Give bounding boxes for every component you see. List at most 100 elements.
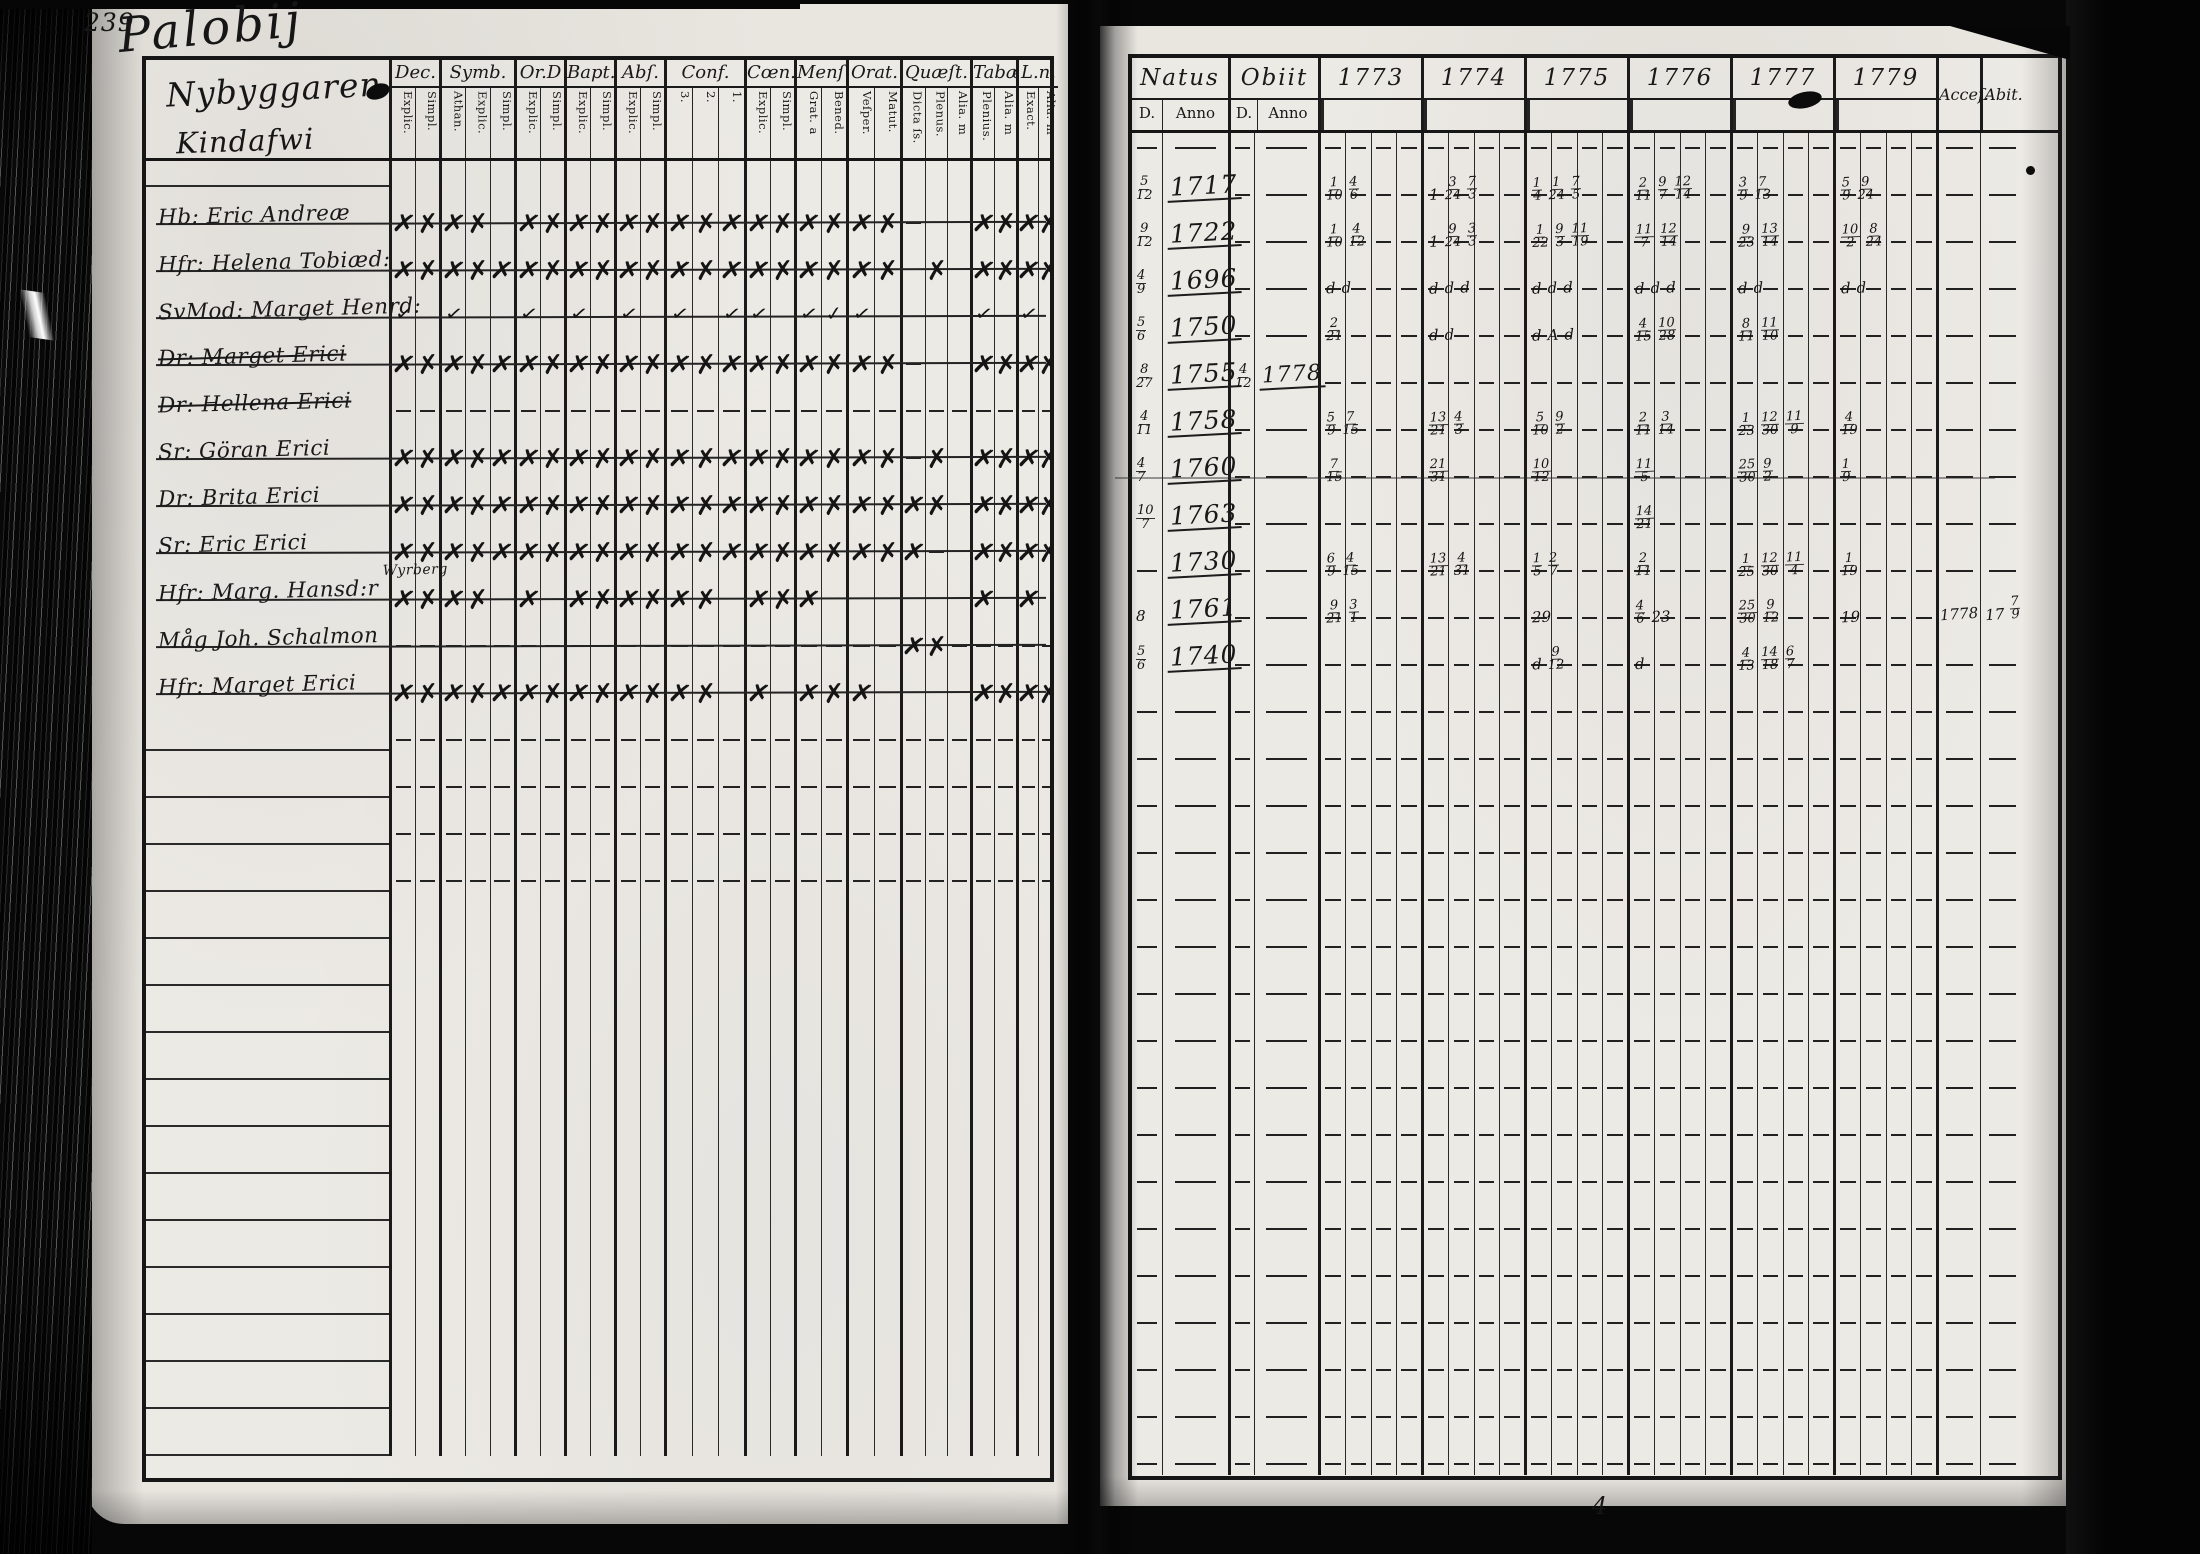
year-subcell: [1630, 300, 1654, 347]
cross-mark: ✗: [539, 536, 566, 569]
date-fraction: 10 2: [1840, 222, 1860, 251]
marks-group: [900, 751, 970, 798]
natus-day-cell: 8 27: [1132, 347, 1162, 394]
mark-cell: ✗: [923, 422, 950, 474]
cross-mark: ✗: [589, 677, 616, 710]
mark-cell: ✗: [615, 187, 642, 240]
year-subcell: [1757, 1005, 1782, 1052]
mark-cell: ✗: [489, 234, 516, 286]
natus-year-cell: 1760: [1162, 441, 1242, 488]
year-cells-1775: 1 22 9 3 11 19: [1524, 206, 1627, 253]
mark-cell: [874, 892, 900, 939]
marks-group: [389, 1362, 439, 1409]
person-name: Hfr: Marget Erici: [157, 670, 357, 701]
year-cells-1775: [1524, 911, 1627, 958]
mark-cell: ✗: [666, 422, 693, 475]
cross-mark: ✗: [847, 536, 876, 569]
mark-cell: [1019, 986, 1038, 1033]
year-subcell: [1733, 629, 1757, 676]
year-subcell: [1473, 1146, 1499, 1193]
obiit-year-cell: [1254, 206, 1318, 253]
fraction-denominator: 12: [1235, 375, 1252, 391]
cross-mark: ✗: [389, 677, 418, 710]
year-subcell: [1424, 1240, 1448, 1287]
marks-group: ✗ ✗ ✗: [664, 422, 745, 475]
natus-year-cell: 1722: [1162, 206, 1242, 253]
year-subcell: [1473, 1287, 1499, 1334]
year-subcell: [1473, 1052, 1499, 1099]
year-cells-1775: [1524, 1146, 1627, 1193]
year-subcell: [1757, 817, 1782, 864]
year-subcell: [1551, 253, 1576, 300]
empty-table-row: [146, 845, 1050, 892]
marks-group: [514, 986, 564, 1033]
year-subcell: [1733, 1381, 1757, 1428]
year-subcell: [1395, 1334, 1421, 1381]
mark-cell: ✗: [970, 563, 997, 616]
mark-cell: ✗: [992, 187, 1019, 239]
cross-mark: ✗: [847, 348, 876, 381]
year-subcell: [1551, 1287, 1576, 1334]
column-group-label: Menſ.: [797, 60, 846, 88]
mark-cell: [947, 798, 970, 845]
cross-mark: ✗: [847, 442, 876, 475]
mark-cell: [1019, 1080, 1038, 1127]
year-subcell: [1576, 1334, 1602, 1381]
year-cells-1777: [1730, 1381, 1833, 1428]
cross-mark: ✗: [389, 489, 418, 522]
year-cells-1777: 25 30 9 2: [1730, 441, 1833, 488]
year-subcell: [1473, 1005, 1499, 1052]
year-subcell: [1527, 394, 1551, 441]
year-subcell: [1551, 1005, 1576, 1052]
marks-group: [1016, 798, 1050, 845]
fraction-denominator: 9: [1326, 423, 1336, 440]
marks-group: ✗ ✗ ✗: [439, 234, 516, 286]
cross-mark: ✗: [744, 677, 773, 710]
obiit-year-cell: [1254, 441, 1318, 488]
person-name: Måg Joh. Schalmon: [157, 623, 379, 654]
year-subcell: [1601, 347, 1627, 394]
cross-mark: ✗: [665, 442, 694, 475]
year-subcell: [1448, 1428, 1473, 1475]
year-subcell: [1527, 1334, 1551, 1381]
column-group-label: Quæſt.: [903, 60, 970, 88]
year-subcell: [1910, 1334, 1936, 1381]
obiit-year-cell: [1254, 864, 1318, 911]
marks-group: ✗ ✗: [1015, 657, 1050, 709]
mark-cell: ✓: [667, 281, 692, 328]
mark-cell: [540, 1315, 564, 1362]
year-subcell: [1704, 535, 1730, 582]
year-subcell: [1654, 1005, 1679, 1052]
marks-group: [744, 1362, 794, 1409]
year-subcell: [1448, 159, 1473, 206]
mark-cell: ✗: [992, 328, 1019, 380]
mark-cell: [667, 610, 692, 657]
year-entry: d 9 12: [1529, 645, 1568, 674]
year-subcell: [1885, 1428, 1911, 1475]
date-entry-tokens: 5 12: [1133, 175, 1156, 202]
mark-cell: [392, 892, 415, 939]
empty-table-row: [146, 1409, 1050, 1456]
year-cells-1776: 4 6 23: [1627, 582, 1730, 629]
mark-cell: [540, 751, 564, 798]
date-fraction: 11 10: [1760, 316, 1780, 345]
marks-group: ✗ ✗ ✗: [439, 328, 516, 380]
mark-cell: [821, 563, 846, 610]
year-subcell: [1910, 1005, 1936, 1052]
marks-group: [970, 939, 1016, 986]
cross-mark: ✗: [874, 207, 901, 240]
year-cells-1774: [1421, 817, 1524, 864]
marks-group: [389, 845, 439, 892]
mark-cell: ✗: [692, 422, 719, 474]
mark-cell: [667, 751, 692, 798]
year-cells-1774: 1 9 24 3 3: [1421, 206, 1524, 253]
year-subcell: [1424, 770, 1448, 817]
mark-cell: ✓: [1018, 281, 1039, 328]
mark-cell: [947, 1221, 970, 1268]
year-subcell: [1782, 723, 1808, 770]
year-subcell: [1704, 1146, 1730, 1193]
